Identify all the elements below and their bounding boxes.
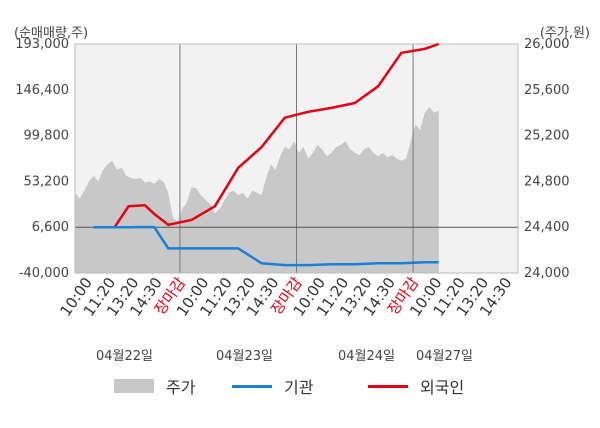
legend-institution-label: 기관	[284, 378, 314, 397]
legend-foreign-swatch	[368, 384, 408, 388]
left-tick-label: -40,000	[19, 266, 69, 281]
legend-price: 주가	[114, 375, 195, 397]
right-tick-label: 24,000	[524, 266, 570, 281]
legend-price-label: 주가	[166, 378, 196, 397]
right-tick-label: 25,200	[524, 129, 570, 144]
right-tick-label: 25,600	[524, 83, 570, 98]
price-area	[75, 107, 439, 273]
legend-foreign: 외국인	[368, 375, 464, 397]
legend-institution-swatch	[232, 384, 272, 388]
right-tick-label: 24,800	[524, 174, 570, 189]
legend-institution: 기관	[232, 375, 313, 397]
legend-foreign-label: 외국인	[420, 378, 465, 397]
date-label-3: 04월24일	[338, 349, 396, 364]
plot-frame	[74, 43, 519, 274]
right-tick-label: 24,400	[524, 220, 570, 235]
left-tick-label: 6,600	[32, 220, 69, 235]
left-axis-label: (순매매량,주)	[14, 26, 89, 41]
left-tick-label: 146,400	[15, 83, 69, 98]
right-tick-label: 26,000	[524, 37, 570, 52]
date-label-4: 04월27일	[416, 349, 474, 364]
institution-line	[93, 225, 439, 267]
foreign-line	[93, 42, 440, 229]
right-axis-label: (주가,원)	[539, 26, 590, 41]
left-tick-label: 53,200	[24, 174, 70, 189]
left-tick-label: 99,800	[24, 129, 70, 144]
left-tick-label: 193,000	[15, 37, 69, 52]
date-label-1: 04월22일	[96, 349, 154, 364]
date-label-2: 04월23일	[216, 349, 274, 364]
legend-price-swatch	[114, 379, 154, 393]
